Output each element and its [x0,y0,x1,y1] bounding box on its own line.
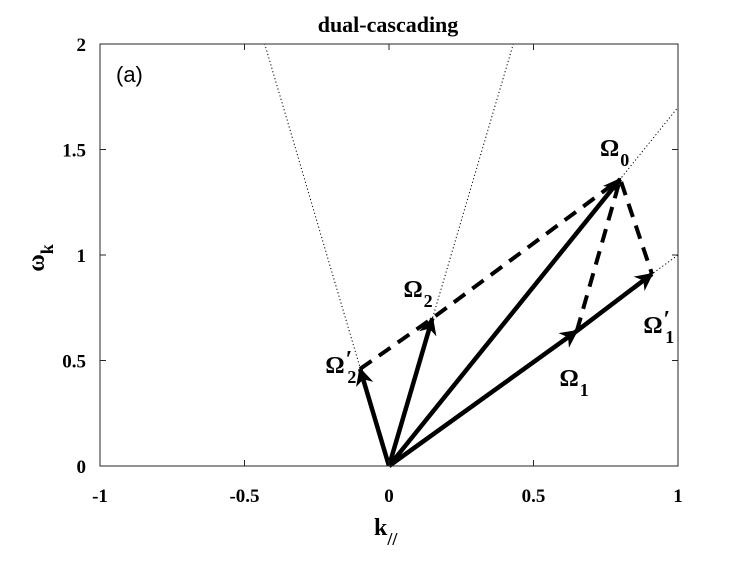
x-tick-label: 0.5 [522,486,546,507]
dashed-triad-line-1 [358,177,622,371]
x-axis-label: k// [374,515,398,549]
annotation-3-prime: ′ [346,347,353,373]
dotted-dispersion-line-1 [264,43,390,467]
y-tick-label: 0 [77,457,87,478]
y-axis-label-main: ω [24,254,50,272]
dashed-triad-line-2 [574,172,654,332]
y-axis-label: ωk [24,244,57,272]
y-tick-label: 0.5 [62,352,86,373]
x-axis-label-main: k [374,515,388,541]
chart-title: dual-cascading [318,12,459,37]
annotation-2: Ω2 [403,277,432,311]
y-tick-label: 2 [77,35,87,56]
annotation-3: Ω′ 2 [325,347,356,387]
y-axis-ticks: 0 0.5 1 1.5 2 [62,35,678,478]
annotation-4-base: Ω [643,313,662,339]
annotation-1: Ω0 [600,136,629,170]
wave-vector-arrow-4 [387,329,579,468]
wave-vector-arrow-5 [575,272,654,333]
annotation-3-sub: 2 [347,367,356,387]
wave-vector-arrow-2 [386,316,437,467]
dotted-dispersion-line-2 [388,43,514,467]
y-tick-label: 1.5 [62,141,86,162]
annotation-2-sub: 2 [424,291,433,311]
y-tick-label: 1 [77,246,87,267]
annotation-3-base: Ω [325,353,344,379]
plot-area-frame [99,43,679,467]
x-tick-label: -0.5 [229,486,259,507]
annotation-2-base: Ω [403,277,422,303]
annotation-4-prime: ′ [664,307,671,333]
annotation-5-base: Ω [560,366,579,392]
x-axis-label-sub: // [386,529,398,549]
y-axis-label-sub: k [37,244,57,254]
annotation-4-sub: 1 [665,327,674,347]
x-tick-label: -1 [92,486,108,507]
annotation-5: Ω1 [560,366,589,400]
x-axis-ticks: -1 -0.5 0 0.5 1 [92,44,683,507]
x-tick-label: 1 [673,486,683,507]
annotation-1-base: Ω [600,136,619,162]
panel-label: (a) [116,62,143,87]
annotation-1-sub: 0 [620,150,629,170]
x-tick-label: 0 [384,486,394,507]
wave-vector-arrow-3 [356,367,392,467]
annotation-5-sub: 1 [580,380,589,400]
wave-vector-arrow-1 [387,177,622,468]
annotation-4: Ω′ 1 [643,307,674,347]
